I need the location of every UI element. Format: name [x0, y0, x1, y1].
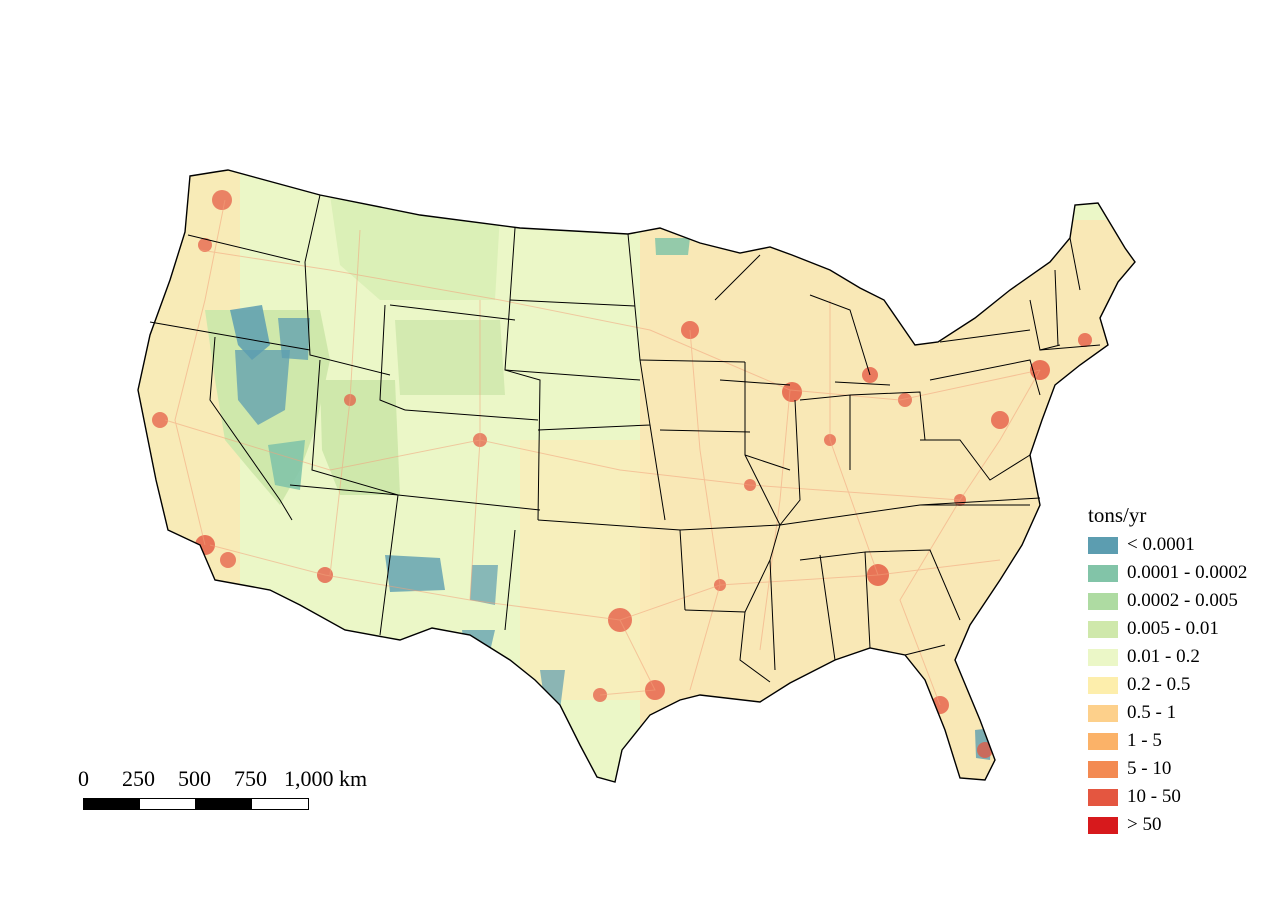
legend-item: 0.0001 - 0.0002	[1088, 559, 1278, 587]
legend-label: 0.0001 - 0.0002	[1127, 562, 1248, 583]
legend-label: 0.2 - 0.5	[1127, 674, 1191, 695]
legend-swatch	[1088, 676, 1118, 694]
legend-label: < 0.0001	[1127, 534, 1195, 555]
montana-green	[330, 195, 500, 300]
legend-label: 10 - 50	[1127, 786, 1181, 807]
nd-blue	[655, 238, 690, 255]
legend-rows: < 0.0001 0.0001 - 0.0002 0.0002 - 0.005 0.0…	[1088, 531, 1278, 839]
legend-swatch	[1088, 704, 1118, 722]
scale-label-500: 500	[178, 766, 211, 791]
legend-item: 5 - 10	[1088, 755, 1278, 783]
legend-swatch	[1088, 648, 1118, 666]
scale-label-0: 0	[78, 766, 89, 791]
legend: tons/yr < 0.0001 0.0001 - 0.0002 0.0002 - …	[1088, 503, 1278, 839]
scale-bar: 0 250 500 750 1,000 km	[76, 762, 396, 822]
legend-label: 0.01 - 0.2	[1127, 646, 1200, 667]
legend-item: 0.0002 - 0.005	[1088, 587, 1278, 615]
legend-swatch	[1088, 788, 1118, 806]
utah-green	[320, 380, 400, 495]
nevada-blue-zone	[235, 350, 290, 425]
state-boundaries	[137, 169, 1136, 783]
legend-swatch	[1088, 564, 1118, 582]
east-region-tint	[640, 220, 1135, 782]
legend-swatch	[1088, 816, 1118, 834]
scale-segment-2	[139, 798, 196, 810]
scale-label-250: 250	[122, 766, 155, 791]
legend-item: 0.5 - 1	[1088, 699, 1278, 727]
legend-item: 0.2 - 0.5	[1088, 671, 1278, 699]
scale-label-1000-km: 1,000 km	[284, 766, 368, 791]
scale-segment-4	[251, 798, 309, 810]
legend-item: 0.01 - 0.2	[1088, 643, 1278, 671]
new-mexico-blue-2	[470, 565, 498, 605]
legend-label: > 50	[1127, 814, 1162, 835]
new-mexico-blue	[385, 555, 445, 592]
legend-item: > 50	[1088, 811, 1278, 839]
legend-label: 0.5 - 1	[1127, 702, 1177, 723]
legend-label: 1 - 5	[1127, 730, 1162, 751]
nevada-south-blue	[268, 440, 305, 490]
legend-item: 10 - 50	[1088, 783, 1278, 811]
wyoming-green	[395, 320, 505, 395]
legend-title: tons/yr	[1088, 503, 1147, 527]
road-network	[164, 199, 1041, 706]
legend-label: 0.005 - 0.01	[1127, 618, 1219, 639]
legend-item: 1 - 5	[1088, 727, 1278, 755]
legend-swatch	[1088, 620, 1118, 638]
midwest-tint	[520, 440, 650, 700]
legend-swatch	[1088, 592, 1118, 610]
oregon-blue-zone	[230, 305, 270, 360]
idaho-blue-zone	[278, 318, 310, 360]
legend-swatch	[1088, 536, 1118, 554]
scale-label-750: 750	[234, 766, 267, 791]
legend-label: 5 - 10	[1127, 758, 1172, 779]
scale-segment-1	[83, 798, 140, 810]
legend-swatch	[1088, 732, 1118, 750]
legend-item: < 0.0001	[1088, 531, 1278, 559]
legend-item: 0.005 - 0.01	[1088, 615, 1278, 643]
legend-swatch	[1088, 760, 1118, 778]
scale-segment-3	[195, 798, 252, 810]
legend-label: 0.0002 - 0.005	[1127, 590, 1238, 611]
